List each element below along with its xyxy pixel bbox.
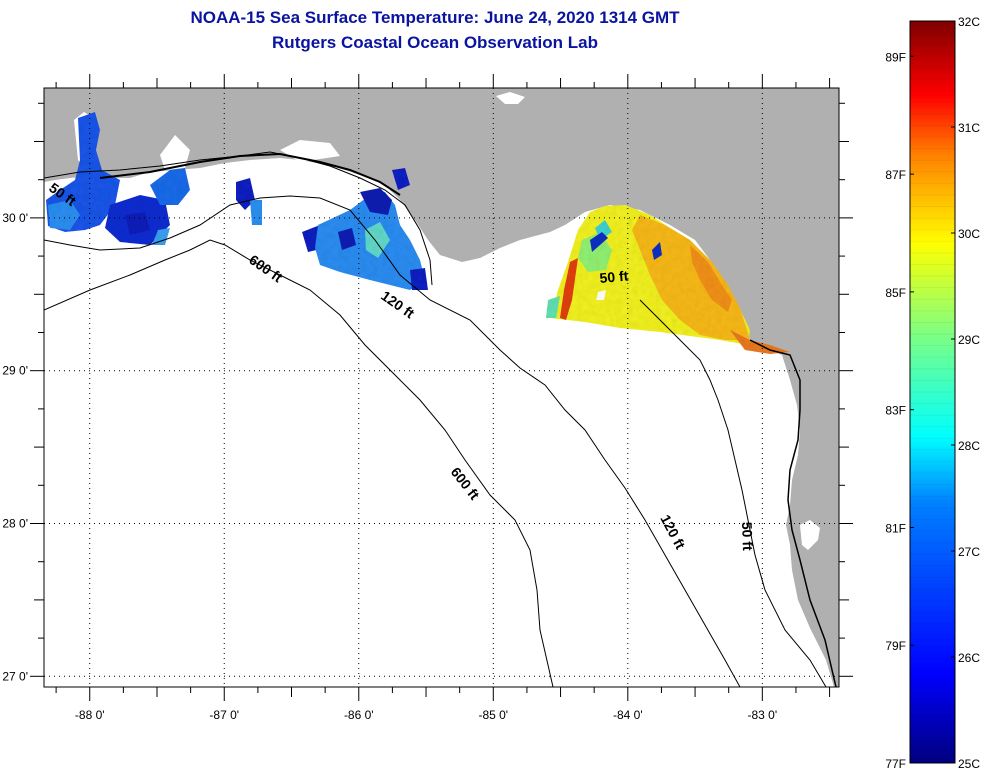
lon-label: -86 0' [344, 708, 374, 722]
map-title: NOAA-15 Sea Surface Temperature: June 24… [190, 8, 680, 27]
lon-label: -87 0' [209, 708, 239, 722]
colorbar-label-fahrenheit: 81F [885, 521, 906, 535]
colorbar-label-celsius: 32C [958, 15, 980, 29]
lon-label: -83 0' [747, 708, 777, 722]
lon-label: -88 0' [75, 708, 105, 722]
contour-120ft [44, 195, 741, 687]
colorbar-label-celsius: 26C [958, 651, 980, 665]
sst-data-bigbend [546, 205, 790, 354]
sst-data-west [46, 112, 428, 290]
lat-label: 29 0' [2, 364, 28, 378]
contour-label: 50 ft [739, 522, 756, 552]
colorbar-label-celsius: 25C [958, 757, 980, 770]
bay-water [160, 135, 190, 170]
lat-label: 27 0' [2, 669, 28, 683]
latitude-labels: 30 0' 29 0' 28 0' 27 0' [2, 211, 28, 683]
colorbar-label-celsius: 29C [958, 333, 980, 347]
colorbar-label-celsius: 28C [958, 439, 980, 453]
lon-label: -85 0' [478, 708, 508, 722]
coastline-florida [749, 339, 837, 687]
land-area [44, 88, 839, 687]
colorbar-label-celsius: 30C [958, 227, 980, 241]
map-frame [43, 87, 840, 688]
colorbar-label-fahrenheit: 77F [885, 757, 906, 770]
axis-ticks [30, 74, 853, 701]
colorbar-label-fahrenheit: 87F [885, 168, 906, 182]
colorbar-label-fahrenheit: 79F [885, 639, 906, 653]
lat-label: 28 0' [2, 516, 28, 530]
longitude-labels: -88 0' -87 0' -86 0' -85 0' -84 0' -83 0' [75, 708, 777, 722]
colorbar-label-celsius: 27C [958, 545, 980, 559]
map-subtitle: Rutgers Coastal Ocean Observation Lab [272, 33, 598, 52]
lat-label: 30 0' [2, 211, 28, 225]
coastline [99, 152, 401, 196]
colorbar-labels: 32C 31C 30C 29C 28C 27C 26C 25C 89F 87F 85F 83F 81F 7… [885, 15, 980, 770]
colorbar [909, 20, 956, 764]
colorbar-label-fahrenheit: 83F [885, 404, 906, 418]
contour-600ft [44, 239, 554, 687]
colorbar-label-celsius: 31C [958, 121, 980, 135]
colorbar-bands [910, 32, 955, 752]
bathymetry-contours [44, 151, 837, 687]
lon-label: -84 0' [613, 708, 643, 722]
bay-water [800, 520, 820, 550]
bay-water [496, 92, 525, 104]
contour-50ft-south [639, 299, 827, 687]
colorbar-label-fahrenheit: 85F [885, 286, 906, 300]
contour-label: 50 ft [599, 268, 629, 286]
colorbar-label-fahrenheit: 89F [885, 50, 906, 64]
